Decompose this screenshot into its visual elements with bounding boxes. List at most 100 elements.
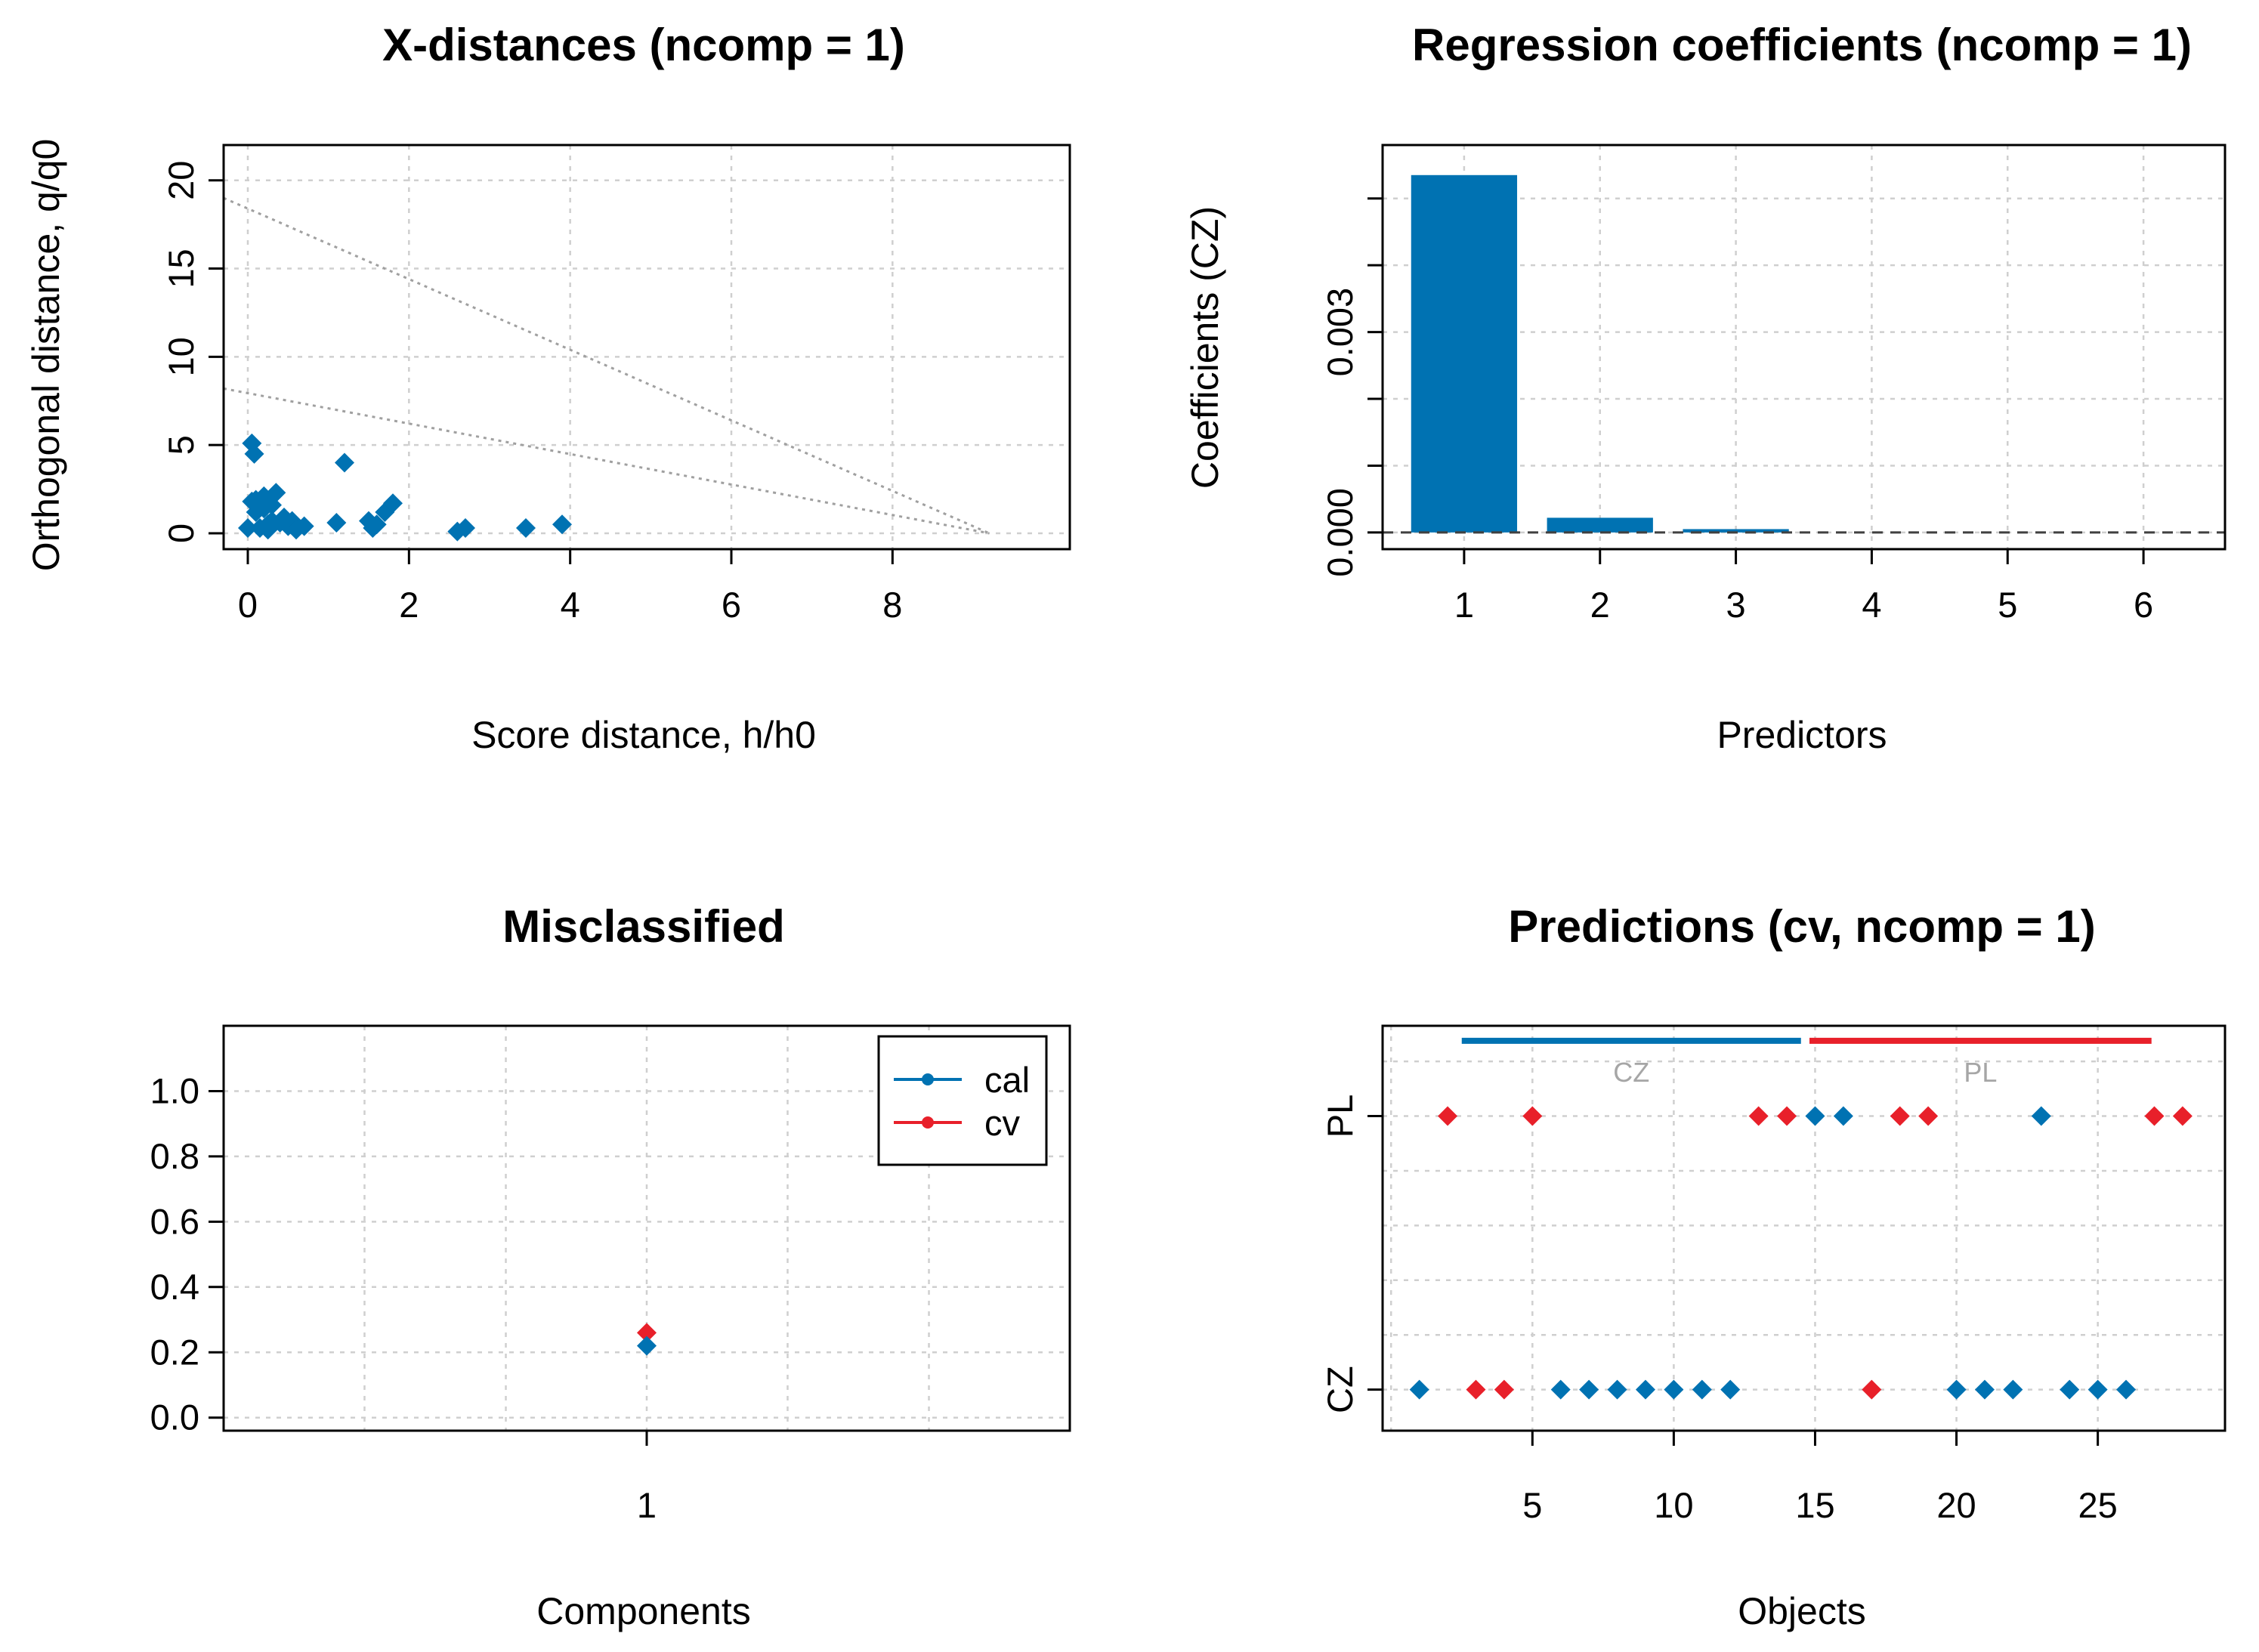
class-bar-label: CZ (1613, 1057, 1649, 1088)
y-tick-label: 1.0 (150, 1070, 199, 1110)
x-tick-label: 5 (1998, 585, 2017, 625)
x-tick-label: 6 (2134, 585, 2153, 625)
data-point (1777, 1106, 1797, 1126)
y-tick-label: 0.000 (1320, 488, 1360, 577)
y-tick-label: 0.2 (150, 1332, 199, 1372)
data-point (456, 517, 475, 538)
bar (1411, 174, 1518, 533)
panel-regression-coefficients: Regression coefficients (ncomp = 1) Pred… (1184, 20, 2227, 756)
panel-predictions: Predictions (cv, ncomp = 1) Objects CZ PL… (1320, 901, 2227, 1632)
panel-x-distances: X-distances (ncomp = 1) Score distance, … (25, 20, 1071, 756)
x-tick-label: 2 (399, 585, 419, 625)
data-point (1918, 1106, 1939, 1126)
data-point (1635, 1379, 1655, 1400)
bar (1547, 517, 1653, 533)
y-tick-label: 10 (161, 337, 201, 376)
data-point (244, 443, 264, 464)
data-point (1522, 1106, 1543, 1126)
data-point (1692, 1379, 1712, 1400)
y-tick-label: 5 (161, 435, 201, 455)
data-point (1890, 1106, 1910, 1126)
data-point (1833, 1106, 1853, 1126)
x-tick-label: 4 (1862, 585, 1881, 625)
y-tick-label: PL (1320, 1095, 1360, 1138)
y-axis-label: Orthogonal distance, q/q0 (25, 139, 67, 572)
data-point (335, 452, 354, 473)
x-tick-label: 6 (722, 585, 741, 625)
y-tick-label: 15 (161, 249, 201, 288)
chart-title: Misclassified (502, 901, 785, 952)
data-point (2060, 1379, 2080, 1400)
x-axis-label: Predictors (1717, 714, 1887, 756)
data-point (238, 517, 258, 538)
plot-frame (222, 144, 1071, 551)
legend-marker-cal (922, 1073, 934, 1085)
y-tick-label: 0.6 (150, 1201, 199, 1241)
data-point (326, 512, 347, 533)
data-point (552, 514, 572, 535)
x-axis-label: Components (536, 1590, 751, 1632)
y-tick-label: 0.003 (1320, 288, 1360, 377)
x-tick-label: 1 (1454, 585, 1474, 625)
plot-frame (1381, 144, 2227, 551)
data-point (1579, 1379, 1599, 1400)
x-tick-label: 20 (1936, 1485, 1976, 1525)
chart-title: Regression coefficients (ncomp = 1) (1412, 20, 2192, 70)
data-point (1466, 1379, 1486, 1400)
y-tick-label: 0.0 (150, 1397, 199, 1437)
data-point (516, 517, 536, 538)
x-tick-label: 4 (561, 585, 580, 625)
data-point-cal (637, 1335, 657, 1356)
data-point (1494, 1379, 1514, 1400)
limit-line (223, 196, 990, 535)
y-tick-label: 0 (161, 523, 201, 543)
x-tick-label: 0 (238, 585, 258, 625)
data-point (1720, 1379, 1741, 1400)
class-bar-label: PL (1964, 1057, 1997, 1088)
data-point (2031, 1106, 2051, 1126)
chart-title: Predictions (cv, ncomp = 1) (1508, 901, 2095, 952)
y-axis-label: Coefficients (CZ) (1184, 206, 1226, 489)
data-point (366, 514, 387, 535)
chart-title: X-distances (ncomp = 1) (382, 20, 905, 70)
plot-frame (1381, 1024, 2227, 1432)
x-tick-label: 8 (882, 585, 902, 625)
x-axis-label: Objects (1738, 1590, 1866, 1632)
x-tick-label: 10 (1654, 1485, 1693, 1525)
data-point (266, 483, 286, 503)
data-point (1805, 1106, 1825, 1126)
x-tick-label: 15 (1795, 1485, 1834, 1525)
y-tick-label: 20 (161, 161, 201, 200)
data-point (1607, 1379, 1627, 1400)
data-point (2003, 1379, 2023, 1400)
data-point-cv (637, 1323, 657, 1343)
x-tick-label: 2 (1590, 585, 1610, 625)
data-point (1550, 1379, 1571, 1400)
x-axis-label: Score distance, h/h0 (471, 714, 816, 756)
legend-label-cal: cal (984, 1060, 1030, 1100)
data-point (254, 499, 274, 519)
data-point (2087, 1379, 2108, 1400)
data-point (1974, 1379, 1995, 1400)
data-point (294, 516, 314, 536)
data-point (2144, 1106, 2165, 1126)
data-point (1862, 1379, 1882, 1400)
data-point (1438, 1106, 1458, 1126)
y-tick-label: CZ (1320, 1366, 1360, 1413)
y-tick-label: 0.8 (150, 1136, 199, 1176)
x-tick-label: 25 (2078, 1485, 2117, 1525)
x-tick-label: 1 (637, 1485, 657, 1525)
x-tick-label: 5 (1522, 1485, 1542, 1525)
legend-box (877, 1035, 1048, 1166)
data-point (2172, 1106, 2193, 1126)
legend-label-cv: cv (984, 1103, 1021, 1143)
data-point (1664, 1379, 1684, 1400)
data-point (383, 493, 403, 514)
data-point (1409, 1379, 1429, 1400)
data-point (2116, 1379, 2137, 1400)
legend-marker-cv (922, 1116, 934, 1129)
data-point (1748, 1106, 1769, 1126)
data-point (262, 511, 282, 531)
